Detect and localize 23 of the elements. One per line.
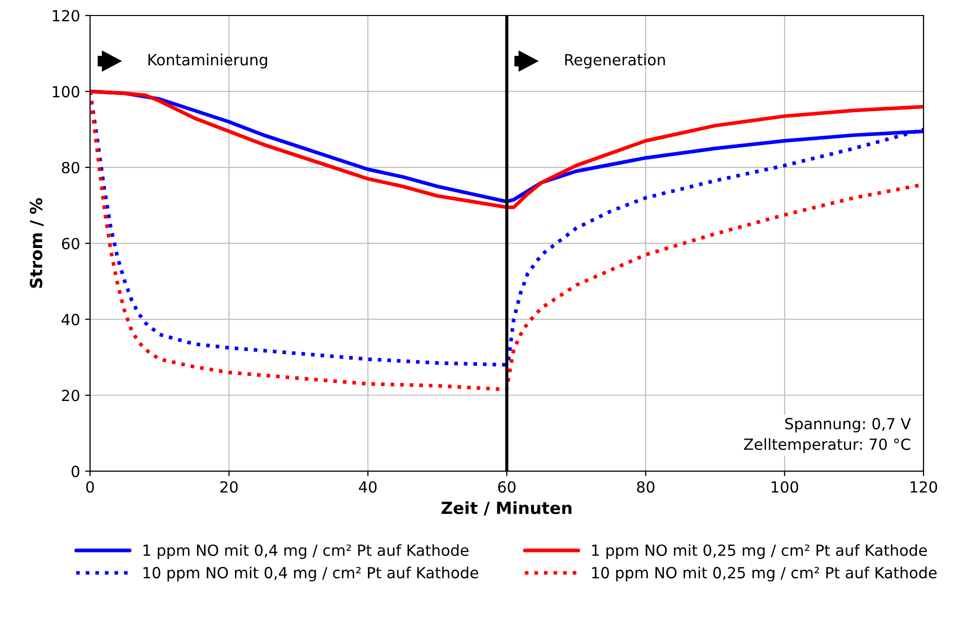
- x-tick-label: 120: [910, 481, 938, 493]
- legend-label: 1 ppm NO mit 0,4 mg / cm² Pt auf Kathode: [144, 544, 468, 559]
- x-tick-label: 20: [220, 481, 238, 493]
- x-tick-label: 40: [358, 481, 377, 493]
- y-tick-label: 80: [62, 162, 80, 174]
- y-tick-label: 40: [62, 314, 80, 326]
- x-tick-label: 60: [498, 481, 516, 493]
- y-tick-label: 20: [62, 390, 80, 402]
- x-tick-label: 100: [772, 481, 798, 493]
- annotation: Spannung: 0,7 V Zelltemperatur: 70 °C: [744, 418, 911, 453]
- legend-label: 10 ppm NO mit 0,4 mg / cm² Pt auf Kathode: [144, 566, 478, 582]
- y-tick-label: 120: [52, 10, 80, 22]
- y-axis-title: Strom / %: [30, 198, 44, 288]
- y-tick-label: 60: [62, 238, 80, 250]
- y-tick-label: 100: [52, 86, 80, 98]
- legend-label: 10 ppm NO mit 0,25 mg / cm² Pt auf Kathode: [592, 566, 937, 582]
- x-axis-title: Zeit / Minuten: [442, 501, 572, 516]
- annotation: Regeneration: [565, 54, 665, 68]
- x-tick-label: 80: [637, 481, 654, 493]
- y-tick-label: 0: [72, 466, 80, 478]
- x-tick-label: 0: [86, 481, 94, 493]
- legend-label: 1 ppm NO mit 0,25 mg / cm² Pt auf Kathode: [592, 544, 927, 559]
- annotation: Kontaminierung: [148, 54, 268, 68]
